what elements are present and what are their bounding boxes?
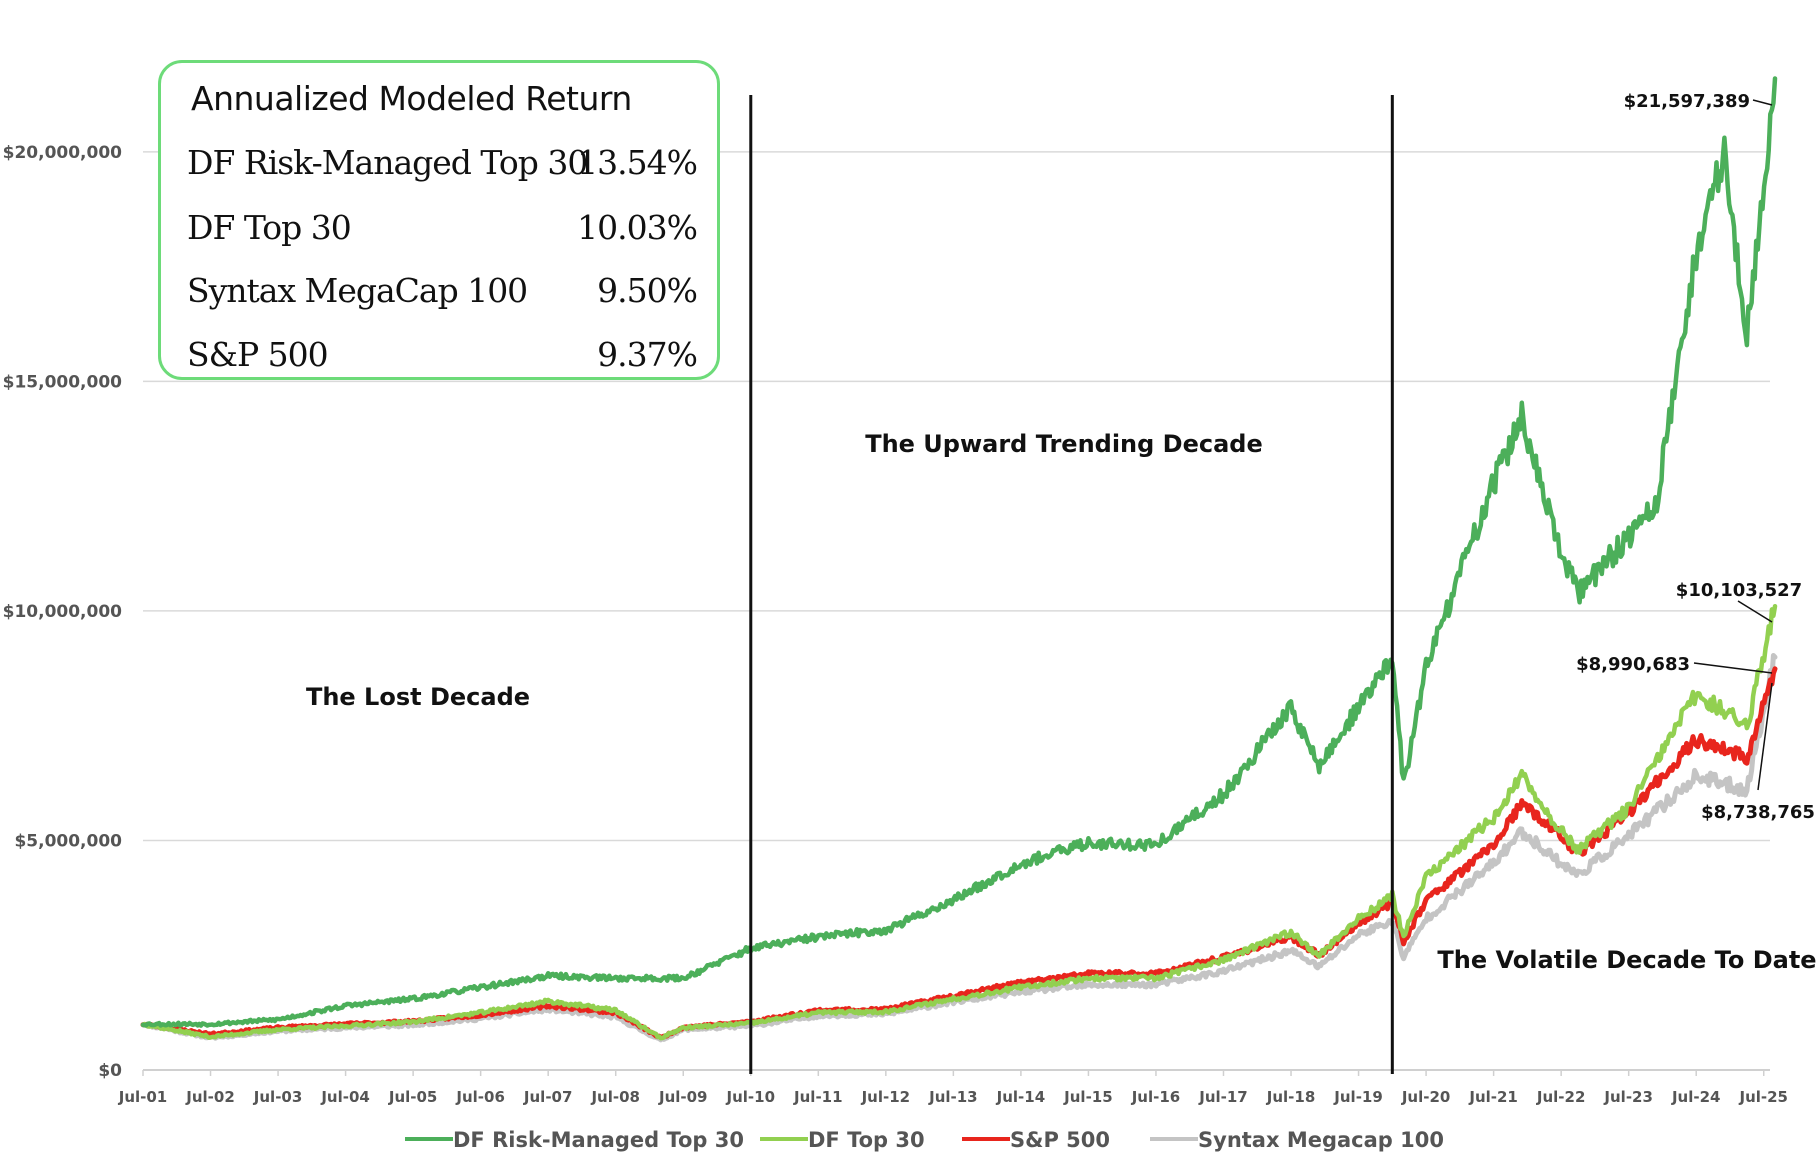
returns-row: S&P 500 9.37% bbox=[187, 335, 698, 383]
returns-row-name: DF Top 30 bbox=[187, 208, 352, 247]
rm30-end-pointer bbox=[1752, 99, 1773, 106]
sp500-end-label: $8,738,765 bbox=[1701, 802, 1815, 823]
y-tick-label: $0 bbox=[98, 1061, 122, 1081]
series-line-rm30 bbox=[140, 76, 1778, 1028]
x-tick-label: Jul-21 bbox=[1468, 1088, 1518, 1106]
returns-row-name: DF Risk-Managed Top 30 bbox=[187, 143, 588, 182]
series-lines bbox=[140, 76, 1778, 1043]
x-axis-ticks: Jul-01 Jul-02 Jul-03 Jul-04 Jul-05 Jul-06 Jul-… bbox=[118, 1070, 1788, 1106]
x-tick-label: Jul-09 bbox=[658, 1088, 708, 1106]
x-tick-label: Jul-25 bbox=[1738, 1088, 1788, 1106]
returns-row: Syntax MegaCap 100 9.50% bbox=[187, 271, 698, 319]
x-tick-label: Jul-07 bbox=[523, 1088, 573, 1106]
returns-row-name: S&P 500 bbox=[187, 335, 329, 374]
y-tick-label: $20,000,000 bbox=[3, 143, 123, 163]
x-tick-label: Jul-15 bbox=[1063, 1088, 1113, 1106]
syntax-end-pointer bbox=[1693, 662, 1773, 674]
y-tick-label: $10,000,000 bbox=[3, 602, 123, 622]
decade-dividers bbox=[749, 95, 1394, 1074]
x-tick-label: Jul-13 bbox=[928, 1088, 978, 1106]
y-axis-ticks: $0 $5,000,000 $10,000,000 $15,000,000 $20,00… bbox=[3, 143, 123, 1081]
x-tick-label: Jul-23 bbox=[1603, 1088, 1653, 1106]
top30-end-pointer bbox=[1737, 600, 1773, 623]
x-tick-label: Jul-14 bbox=[996, 1088, 1046, 1106]
legend-label-sp500: S&P 500 bbox=[1010, 1128, 1110, 1152]
legend-label-syntax: Syntax Megacap 100 bbox=[1198, 1128, 1444, 1152]
x-tick-label: Jul-11 bbox=[793, 1088, 843, 1106]
x-tick-label: Jul-10 bbox=[726, 1088, 776, 1106]
x-tick-label: Jul-20 bbox=[1401, 1088, 1451, 1106]
x-tick-label: Jul-06 bbox=[455, 1088, 505, 1106]
legend-label-top30: DF Top 30 bbox=[808, 1128, 925, 1152]
x-tick-label: Jul-02 bbox=[185, 1088, 235, 1106]
syntax-end-label: $8,990,683 bbox=[1576, 654, 1690, 675]
y-tick-label: $5,000,000 bbox=[14, 831, 122, 851]
legend-label-rm30: DF Risk-Managed Top 30 bbox=[453, 1128, 744, 1152]
returns-box-title: Annualized Modeled Return bbox=[191, 79, 632, 118]
series-line-syntax bbox=[140, 653, 1778, 1043]
series-line-sp500 bbox=[140, 666, 1778, 1040]
x-tick-label: Jul-12 bbox=[861, 1088, 911, 1106]
rm30-end-label: $21,597,389 bbox=[1624, 91, 1750, 112]
returns-row: DF Top 30 10.03% bbox=[187, 208, 698, 256]
end-value-annotations: $21,597,389 $10,103,527 $8,990,683 $8,73… bbox=[1576, 91, 1815, 823]
returns-row: DF Risk-Managed Top 30 13.54% bbox=[187, 143, 698, 191]
returns-row-name: Syntax MegaCap 100 bbox=[187, 271, 528, 310]
x-tick-label: Jul-16 bbox=[1131, 1088, 1181, 1106]
series-line-top30 bbox=[140, 603, 1778, 1041]
top30-end-label: $10,103,527 bbox=[1676, 580, 1802, 601]
annualized-return-box: Annualized Modeled Return DF Risk-Manage… bbox=[158, 60, 720, 380]
x-tick-label: Jul-08 bbox=[590, 1088, 640, 1106]
legend: DF Risk-Managed Top 30 DF Top 30 S&P 500 Sy… bbox=[405, 1128, 1444, 1152]
era-label-volatile-decade: The Volatile Decade To Date bbox=[1437, 946, 1816, 974]
era-label-upward-decade: The Upward Trending Decade bbox=[865, 430, 1263, 458]
x-tick-label: Jul-03 bbox=[253, 1088, 303, 1106]
returns-row-value: 9.37% bbox=[597, 335, 698, 374]
returns-row-value: 9.50% bbox=[597, 271, 698, 310]
x-tick-label: Jul-18 bbox=[1266, 1088, 1316, 1106]
x-tick-label: Jul-19 bbox=[1333, 1088, 1383, 1106]
x-tick-label: Jul-05 bbox=[388, 1088, 438, 1106]
era-label-lost-decade: The Lost Decade bbox=[306, 683, 530, 711]
x-tick-label: Jul-22 bbox=[1536, 1088, 1586, 1106]
returns-row-value: 13.54% bbox=[577, 143, 698, 182]
sp500-end-pointer bbox=[1757, 682, 1773, 791]
x-tick-label: Jul-24 bbox=[1671, 1088, 1721, 1106]
x-tick-label: Jul-04 bbox=[320, 1088, 370, 1106]
returns-row-value: 10.03% bbox=[577, 208, 698, 247]
y-tick-label: $15,000,000 bbox=[3, 372, 123, 392]
x-tick-label: Jul-17 bbox=[1198, 1088, 1248, 1106]
x-tick-label: Jul-01 bbox=[118, 1088, 168, 1106]
